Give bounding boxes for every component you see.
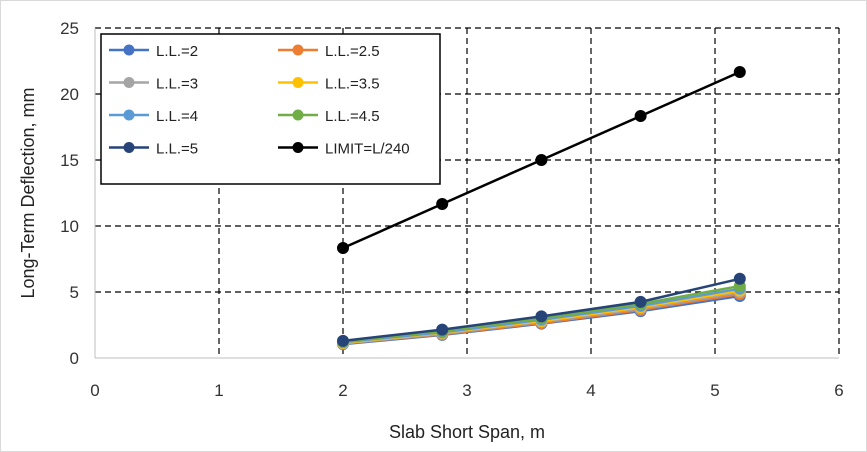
x-tick-label: 5 — [710, 381, 719, 400]
x-tick-label: 0 — [90, 381, 99, 400]
legend-swatch-marker — [292, 44, 304, 56]
series-7 — [337, 272, 746, 347]
legend-swatch-marker — [123, 109, 135, 121]
y-tick-label: 5 — [70, 283, 79, 302]
data-point — [535, 154, 548, 166]
data-point — [337, 242, 349, 255]
legend-item: L.L.=4 — [109, 108, 198, 125]
legend-item: LIMIT=L/240 — [278, 141, 410, 158]
data-point — [535, 310, 548, 323]
legend-swatch-marker — [292, 142, 304, 153]
legend-swatch-marker — [123, 77, 135, 88]
legend-swatch-marker — [123, 44, 135, 56]
y-tick-label: 10 — [60, 217, 79, 236]
x-tick-label: 1 — [214, 381, 223, 400]
legend-item: L.L.=3 — [109, 76, 198, 93]
y-axis-title: Long-Term Deflection, mm — [18, 87, 38, 298]
axes: 0 5 10 15 20 25 0 1 2 3 4 5 6 — [60, 19, 844, 400]
y-tick-label: 15 — [60, 151, 79, 170]
data-point — [733, 65, 746, 78]
legend-swatch-marker — [123, 142, 135, 153]
legend-swatch-marker — [292, 77, 304, 88]
legend-item: L.L.=2 — [109, 43, 198, 60]
legend-item: L.L.=4.5 — [278, 108, 380, 125]
data-point — [634, 295, 647, 308]
x-axis-title: Slab Short Span, m — [389, 422, 545, 442]
legend-label: L.L.=5 — [156, 141, 198, 158]
legend-label: L.L.=4.5 — [325, 108, 380, 125]
x-tick-label: 4 — [586, 381, 595, 400]
data-point — [436, 323, 449, 336]
y-tick-label: 20 — [60, 85, 79, 104]
legend-label: L.L.=4 — [156, 108, 198, 125]
legend-item: L.L.=3.5 — [278, 76, 380, 93]
legend-label: LIMIT=L/240 — [325, 141, 410, 158]
x-tick-label: 3 — [462, 381, 471, 400]
data-point — [436, 197, 449, 210]
legend-label: L.L.=2 — [156, 43, 198, 60]
legend-item: L.L.=2.5 — [278, 43, 380, 60]
series — [337, 65, 746, 351]
legend-label: L.L.=3 — [156, 76, 198, 93]
data-point — [634, 110, 647, 123]
y-tick-label: 0 — [70, 349, 79, 368]
x-tick-label: 6 — [834, 381, 843, 400]
series-8 — [337, 65, 746, 255]
data-point — [337, 334, 349, 347]
legend-box — [100, 33, 441, 185]
y-tick-label: 25 — [60, 19, 79, 38]
data-point — [733, 272, 746, 285]
x-tick-label: 2 — [338, 381, 347, 400]
legend-label: L.L.=2.5 — [325, 43, 380, 60]
legend: L.L.=2 L.L.=2.5 L.L.=3 L.L.=3.5 L.L.=4 L.L.=4… — [100, 33, 441, 185]
legend-item: L.L.=5 — [109, 141, 198, 158]
legend-swatch-marker — [292, 109, 304, 121]
legend-label: L.L.=3.5 — [325, 76, 380, 93]
